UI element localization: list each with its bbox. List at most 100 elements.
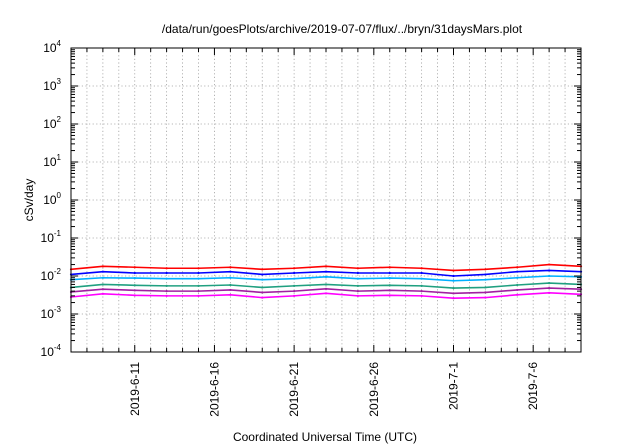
data-point bbox=[356, 277, 359, 280]
data-point bbox=[388, 266, 391, 269]
x-tick-label: 2019-7-6 bbox=[526, 362, 540, 410]
data-point bbox=[452, 274, 455, 278]
data-point bbox=[516, 276, 519, 279]
data-point bbox=[516, 288, 519, 292]
data-point bbox=[133, 271, 136, 275]
data-point bbox=[165, 284, 168, 287]
data-point bbox=[356, 267, 359, 270]
data-point bbox=[516, 270, 519, 273]
data-point bbox=[516, 283, 519, 287]
data-point bbox=[484, 268, 487, 271]
x-tick-label: 2019-6-21 bbox=[287, 362, 301, 417]
data-point bbox=[388, 271, 391, 275]
data-point bbox=[484, 291, 487, 294]
data-point bbox=[261, 268, 264, 271]
data-point bbox=[356, 271, 359, 275]
data-point bbox=[324, 292, 328, 295]
y-tick-label: 103 bbox=[43, 77, 61, 93]
data-point bbox=[229, 276, 232, 279]
y-tick-label: 10-2 bbox=[41, 267, 62, 283]
data-point bbox=[261, 296, 264, 299]
data-point bbox=[324, 283, 328, 286]
data-point bbox=[548, 274, 551, 278]
data-point bbox=[197, 267, 200, 270]
y-tick-label: 104 bbox=[43, 39, 61, 55]
data-point bbox=[324, 275, 328, 278]
data-point bbox=[388, 284, 391, 287]
data-point bbox=[324, 270, 328, 273]
data-point bbox=[229, 293, 232, 296]
x-tick-label: 2019-6-26 bbox=[367, 362, 381, 417]
data-point bbox=[101, 265, 104, 268]
data-point bbox=[293, 294, 296, 297]
data-point bbox=[165, 271, 168, 275]
data-point bbox=[452, 279, 455, 282]
data-point bbox=[452, 292, 455, 295]
data-point bbox=[356, 284, 359, 287]
data-point bbox=[324, 265, 328, 268]
data-point bbox=[101, 276, 104, 279]
data-point bbox=[516, 293, 519, 296]
data-point bbox=[165, 277, 168, 280]
data-point bbox=[548, 269, 551, 272]
data-point bbox=[548, 263, 551, 266]
x-tick-labels: 2019-6-11 2019-6-16 2019-6-21 2019-6-26 2019… bbox=[128, 362, 540, 417]
data-point bbox=[133, 266, 136, 269]
data-point bbox=[388, 294, 391, 297]
x-tick-label: 2019-6-11 bbox=[128, 362, 142, 416]
data-point bbox=[229, 266, 232, 269]
data-point bbox=[420, 267, 423, 270]
data-point bbox=[261, 286, 264, 289]
data-point bbox=[261, 291, 264, 294]
data-point bbox=[165, 290, 168, 293]
data-point bbox=[229, 270, 232, 273]
data-point bbox=[388, 277, 391, 280]
y-tick-label: 100 bbox=[43, 191, 61, 207]
data-point bbox=[452, 297, 455, 300]
data-point bbox=[101, 283, 104, 286]
data-point bbox=[324, 287, 328, 290]
data-point bbox=[261, 273, 264, 276]
y-tick-label: 10-4 bbox=[41, 343, 62, 359]
data-point bbox=[229, 283, 232, 287]
data-point bbox=[133, 294, 136, 297]
data-point bbox=[484, 286, 487, 289]
y-tick-labels: 10-4 10-3 10-2 10-1 100 101 102 103 104 bbox=[41, 39, 62, 359]
x-tick-label: 2019-7-1 bbox=[447, 362, 461, 410]
data-point bbox=[420, 271, 423, 275]
data-point bbox=[101, 270, 104, 273]
y-tick-label: 102 bbox=[43, 115, 61, 131]
data-point bbox=[101, 292, 104, 295]
data-point bbox=[356, 290, 359, 293]
data-point bbox=[484, 278, 487, 281]
data-point bbox=[293, 271, 296, 275]
x-tick-label: 2019-6-16 bbox=[207, 362, 221, 417]
data-point bbox=[452, 287, 455, 290]
data-point bbox=[420, 290, 423, 293]
data-point bbox=[229, 288, 232, 292]
x-axis-label: Coordinated Universal Time (UTC) bbox=[233, 430, 417, 444]
data-point bbox=[420, 284, 423, 287]
data-point bbox=[356, 294, 359, 297]
data-point bbox=[484, 273, 487, 276]
data-point bbox=[484, 296, 487, 299]
data-point bbox=[133, 284, 136, 287]
data-point bbox=[420, 277, 423, 280]
data-point bbox=[261, 278, 264, 281]
axis-ticks bbox=[70, 47, 582, 353]
data-point bbox=[516, 266, 519, 269]
data-point bbox=[197, 290, 200, 293]
chart-title: /data/run/goesPlots/archive/2019-07-07/f… bbox=[162, 22, 523, 36]
data-point bbox=[165, 267, 168, 270]
data-point bbox=[197, 284, 200, 287]
series-group bbox=[69, 263, 583, 300]
data-point bbox=[165, 294, 168, 297]
data-point bbox=[548, 287, 551, 290]
data-point bbox=[293, 290, 296, 293]
data-point bbox=[420, 294, 423, 297]
data-point bbox=[293, 284, 296, 287]
y-tick-label: 10-1 bbox=[41, 229, 62, 245]
data-point bbox=[293, 277, 296, 280]
data-point bbox=[133, 277, 136, 280]
